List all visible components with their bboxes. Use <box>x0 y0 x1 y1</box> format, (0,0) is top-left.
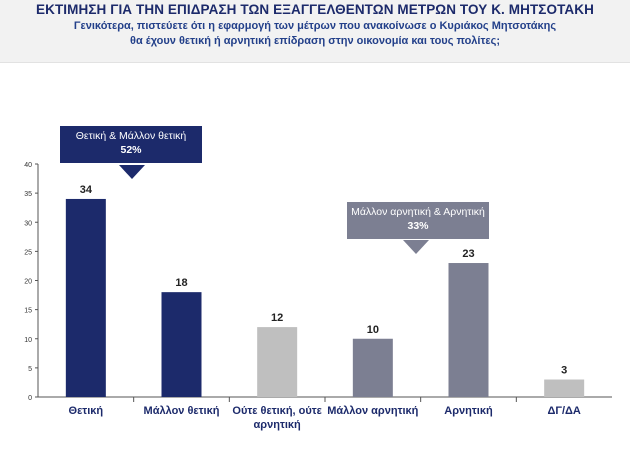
category-label: Ούτε θετική, ούτε <box>232 405 322 417</box>
bar <box>257 327 298 397</box>
header: ΕΚΤΙΜΗΣΗ ΓΙΑ ΤΗΝ ΕΠΙΔΡΑΣΗ ΤΩΝ ΕΞΑΓΓΕΛΘΕΝ… <box>0 0 630 63</box>
y-tick-label: 30 <box>24 220 32 227</box>
data-label: 3 <box>561 365 567 377</box>
bar <box>65 198 106 397</box>
callout-positive-arrow-icon <box>119 165 145 179</box>
category-label: αρνητική <box>254 419 302 431</box>
subtitle-line-1: Γενικότερα, πιστεύετε ότι η εφαρμογή των… <box>73 20 557 32</box>
y-tick-label: 10 <box>24 337 32 344</box>
category-label: Μάλλον αρνητική <box>327 405 418 417</box>
y-tick-label: 35 <box>24 191 32 198</box>
bar <box>544 379 585 397</box>
category-label: Αρνητική <box>444 405 493 417</box>
callout-positive: Θετική & Μάλλον θετική 52% <box>60 126 202 163</box>
y-tick-label: 5 <box>28 366 32 373</box>
y-tick-label: 40 <box>24 162 32 169</box>
data-label: 10 <box>367 324 379 336</box>
y-tick-label: 25 <box>24 249 32 256</box>
callout-negative-arrow-icon <box>403 240 429 254</box>
y-tick-label: 0 <box>28 395 32 402</box>
subtitle-line-2: θα έχουν θετική ή αρνητική επίδραση στην… <box>130 35 500 47</box>
data-label: 23 <box>462 248 474 260</box>
bar <box>161 292 202 397</box>
callout-negative-label: Μάλλον αρνητική & Αρνητική <box>351 206 485 218</box>
category-label: ΔΓ/ΔΑ <box>547 405 580 417</box>
callout-negative-value: 33% <box>407 220 429 232</box>
callout-positive-value: 52% <box>120 144 142 156</box>
callout-positive-label: Θετική & Μάλλον θετική <box>75 130 187 142</box>
data-label: 12 <box>271 312 283 324</box>
bar <box>448 263 489 397</box>
category-label: Μάλλον θετική <box>144 405 220 417</box>
category-label: Θετική <box>69 405 104 417</box>
page-title: ΕΚΤΙΜΗΣΗ ΓΙΑ ΤΗΝ ΕΠΙΔΡΑΣΗ ΤΩΝ ΕΞΑΓΓΕΛΘΕΝ… <box>36 2 594 17</box>
callout-negative: Μάλλον αρνητική & Αρνητική 33% <box>347 202 489 239</box>
data-label: 18 <box>175 277 187 289</box>
bar <box>352 338 393 397</box>
y-tick-label: 20 <box>24 279 32 286</box>
data-label: 34 <box>80 184 93 196</box>
y-tick-label: 15 <box>24 308 32 315</box>
